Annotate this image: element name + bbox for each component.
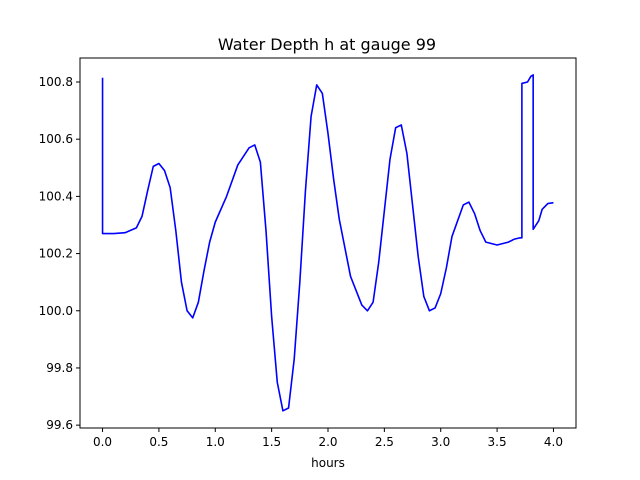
chart-title: Water Depth h at gauge 99 xyxy=(218,35,436,54)
x-axis-label: hours xyxy=(311,456,345,470)
y-tick-label: 100.0 xyxy=(39,304,73,318)
x-tick-label: 4.0 xyxy=(544,435,563,449)
x-tick-label: 2.5 xyxy=(375,435,394,449)
y-axis: 99.6 99.8 100.0 100.2 100.4 100.6 100.8 xyxy=(39,75,80,432)
y-tick-label: 100.6 xyxy=(39,132,73,146)
x-tick-label: 0.5 xyxy=(149,435,168,449)
y-tick-label: 99.8 xyxy=(46,361,73,375)
x-tick-label: 1.5 xyxy=(262,435,281,449)
x-tick-label: 0.0 xyxy=(93,435,112,449)
plot-area xyxy=(101,74,554,412)
series-line-water-depth xyxy=(101,74,554,412)
x-axis: 0.0 0.5 1.0 1.5 2.0 2.5 3.0 3.5 4.0 xyxy=(93,428,563,449)
x-tick-label: 3.0 xyxy=(431,435,450,449)
x-tick-label: 2.0 xyxy=(318,435,337,449)
x-tick-label: 1.0 xyxy=(206,435,225,449)
y-tick-label: 100.4 xyxy=(39,189,73,203)
y-tick-label: 99.6 xyxy=(46,418,73,432)
y-tick-label: 100.8 xyxy=(39,75,73,89)
y-tick-label: 100.2 xyxy=(39,247,73,261)
x-tick-label: 3.5 xyxy=(488,435,507,449)
plot-frame xyxy=(79,57,577,429)
